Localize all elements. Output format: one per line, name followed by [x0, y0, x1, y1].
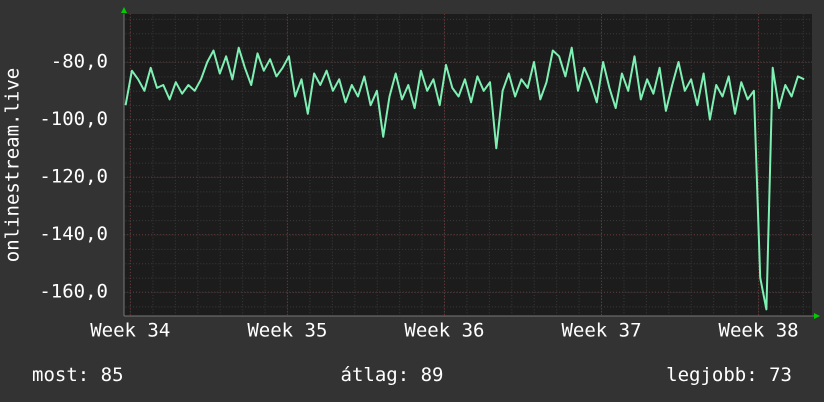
- y-tick-label: -160,0: [39, 281, 108, 303]
- minor-grid: [124, 14, 812, 316]
- stat-label: legjobb:: [666, 364, 758, 386]
- stat-best: legjobb: 73: [666, 364, 792, 386]
- grid: [124, 14, 812, 316]
- y-tick-label: -80,0: [51, 51, 108, 73]
- x-tick-label: Week 37: [561, 320, 641, 342]
- y-tick-label: -120,0: [39, 166, 108, 188]
- x-tick-label: Week 35: [247, 320, 327, 342]
- marks: [124, 46, 805, 311]
- y-tick-label: -100,0: [39, 108, 108, 130]
- stat-value: 73: [769, 364, 792, 386]
- y-tick-label: -140,0: [39, 223, 108, 245]
- stat-now: most: 85: [32, 364, 124, 386]
- stat-value: 85: [101, 364, 124, 386]
- data-line: [124, 46, 805, 311]
- y-axis-arrow: [121, 7, 127, 13]
- stat-label: átlag:: [341, 364, 410, 386]
- y-axis-label: onlinestream.live: [2, 68, 24, 262]
- stat-value: 89: [421, 364, 444, 386]
- x-axis-arrow: [814, 313, 820, 319]
- stat-average: átlag: 89: [341, 364, 444, 386]
- stat-label: most:: [32, 364, 89, 386]
- x-tick-label: Week 38: [719, 320, 799, 342]
- x-tick-label: Week 36: [404, 320, 484, 342]
- x-tick-label: Week 34: [90, 320, 170, 342]
